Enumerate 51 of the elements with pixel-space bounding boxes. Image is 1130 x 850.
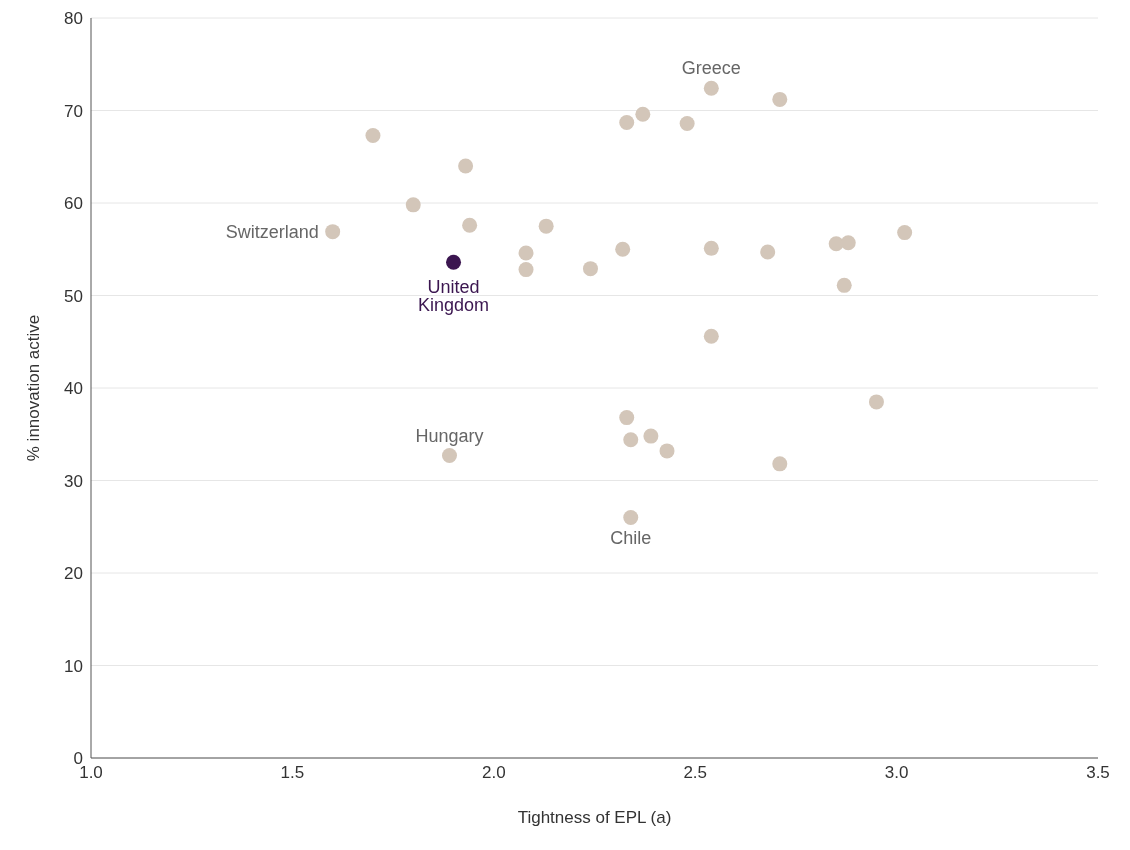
point xyxy=(405,197,421,213)
point xyxy=(462,217,478,233)
x-tick-label: 2.5 xyxy=(683,763,708,783)
point xyxy=(868,394,884,410)
x-tick-label: 1.0 xyxy=(79,763,103,783)
x-tick-label: 1.5 xyxy=(280,763,305,783)
point xyxy=(840,235,856,251)
x-tick-label: 2.0 xyxy=(481,763,506,783)
point xyxy=(703,240,719,256)
x-axis-title: Tightness of EPL (a) xyxy=(517,808,672,827)
annotation: Greece xyxy=(681,58,741,79)
point xyxy=(518,245,534,261)
point xyxy=(760,244,776,260)
point xyxy=(365,127,381,143)
y-tick-label: 10 xyxy=(64,656,83,676)
point xyxy=(635,106,651,122)
point xyxy=(836,277,852,293)
point xyxy=(897,225,913,241)
y-axis-title: % innovation active xyxy=(24,314,44,462)
y-tick-label: 50 xyxy=(64,286,83,306)
y-tick-label: 60 xyxy=(64,194,83,214)
point xyxy=(446,254,462,270)
point xyxy=(441,448,457,464)
point xyxy=(659,443,675,459)
point xyxy=(643,428,659,444)
x-tick-label: 3.0 xyxy=(884,763,909,783)
point xyxy=(619,115,635,131)
point xyxy=(703,328,719,344)
annotation: Chile xyxy=(610,528,652,549)
point xyxy=(325,224,341,240)
point xyxy=(615,241,631,257)
series-label: United Kingdom xyxy=(418,277,490,316)
y-tick-label: 70 xyxy=(64,101,83,121)
point xyxy=(772,456,788,472)
y-tick-label: 30 xyxy=(64,471,83,491)
point xyxy=(518,262,534,278)
annotation: Hungary xyxy=(415,425,484,446)
point xyxy=(538,218,554,234)
point xyxy=(623,432,639,448)
point xyxy=(703,80,719,96)
y-tick-label: 20 xyxy=(64,564,83,584)
point xyxy=(582,261,598,277)
point xyxy=(623,510,639,525)
x-tick-label: 3.5 xyxy=(1086,763,1110,783)
y-tick-label: 40 xyxy=(64,379,83,399)
point xyxy=(772,91,788,107)
annotation: Switzerland xyxy=(225,222,319,243)
point xyxy=(619,410,635,426)
y-tick-label: 80 xyxy=(64,9,83,29)
point xyxy=(458,158,474,174)
point xyxy=(679,115,695,131)
